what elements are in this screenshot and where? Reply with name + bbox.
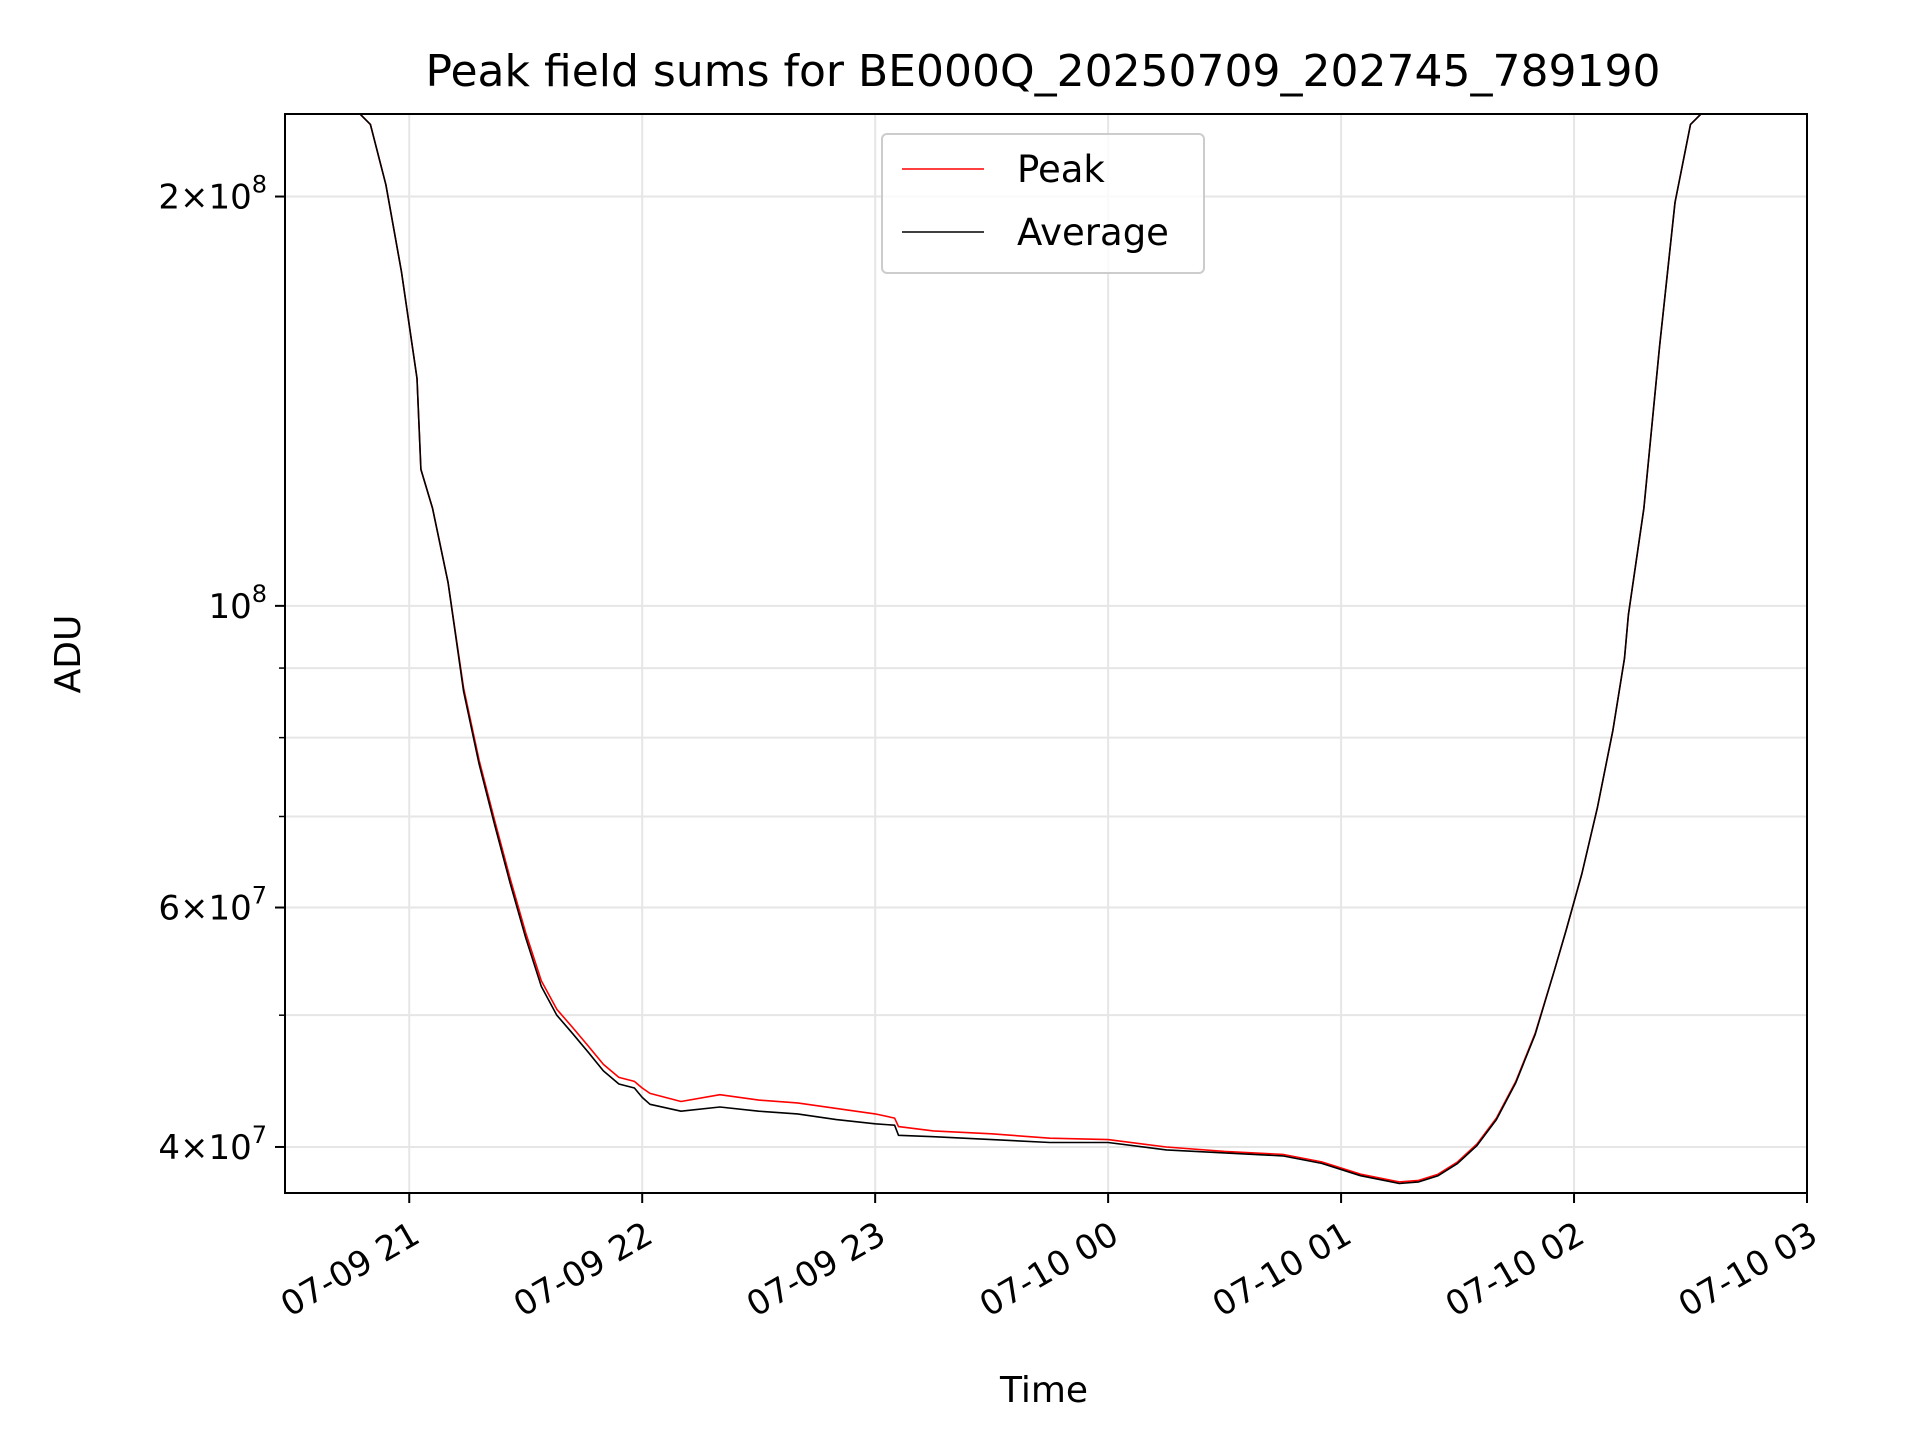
y-tick-label: 108: [208, 580, 267, 627]
series-line-average: [358, 114, 1703, 1185]
y-tick-base: 10: [208, 178, 251, 218]
y-tick-mantissa: 2: [158, 178, 180, 218]
y-tick-label: 4×107: [158, 1121, 267, 1168]
y-tick-times: ×: [180, 1128, 209, 1168]
legend: Peak Average: [881, 133, 1205, 274]
x-axis-label: Time: [999, 1370, 1088, 1411]
chart-title: Peak field sums for BE000Q_20250709_2027…: [426, 46, 1661, 97]
y-tick-mantissa: 6: [158, 889, 180, 929]
y-tick-times: ×: [180, 889, 209, 929]
y-axis-label: ADU: [48, 615, 89, 694]
y-tick-exponent: 8: [252, 171, 267, 199]
y-tick-base: 10: [208, 587, 251, 627]
legend-label-average: Average: [1017, 211, 1169, 254]
series-layer: [358, 114, 1703, 1185]
y-tick-base: 10: [208, 889, 251, 929]
y-tick-mantissa: 4: [158, 1128, 180, 1168]
legend-label-peak: Peak: [1017, 148, 1105, 191]
y-tick-label: 6×107: [158, 882, 267, 929]
y-tick-exponent: 7: [252, 1121, 267, 1149]
plot-frame: [284, 113, 1808, 1194]
y-tick-exponent: 8: [252, 580, 267, 608]
y-tick-label: 2×108: [158, 171, 267, 218]
y-tick-exponent: 7: [252, 882, 267, 910]
y-tick-times: ×: [180, 178, 209, 218]
y-tick-base: 10: [208, 1128, 251, 1168]
